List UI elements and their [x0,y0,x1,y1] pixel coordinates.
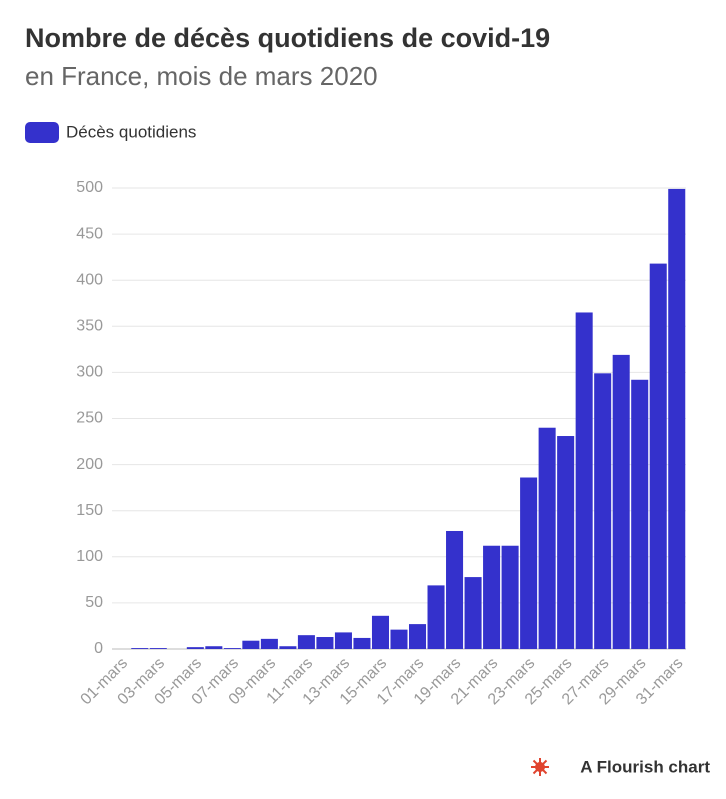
bar [371,615,390,649]
bar [316,637,334,649]
bar [408,624,427,649]
footer: A Flourish chart [580,757,710,776]
bar [297,635,315,649]
bar [427,585,445,649]
flourish-logo [531,758,549,776]
bar [390,629,408,649]
bar [594,373,612,649]
bar [353,637,371,649]
legend-swatch [25,122,59,143]
chart-subtitle: en France, mois de mars 2020 [25,61,378,91]
bar [223,648,241,649]
bar [483,545,501,649]
bar [279,646,297,649]
y-tick-label: 150 [76,502,103,519]
bar [520,477,538,649]
y-tick-label: 100 [76,548,103,565]
y-tick-label: 50 [85,594,103,611]
bar [557,436,575,649]
bar [205,646,223,649]
bar [131,648,149,649]
bar [501,545,519,649]
chart-title: Nombre de décès quotidiens de covid-19 [25,23,550,53]
bar [446,530,464,649]
y-tick-label: 500 [76,179,103,196]
bar [668,188,686,649]
y-tick-label: 400 [76,271,103,288]
bar [260,638,278,649]
bar [186,647,204,649]
bar [631,379,649,649]
bar [149,648,167,649]
bar [612,354,630,649]
bar [334,632,352,649]
y-tick-label: 300 [76,364,103,381]
y-tick-label: 250 [76,410,103,427]
bar [575,312,593,649]
legend-label: Décès quotidiens [66,122,196,141]
y-tick-label: 450 [76,225,103,242]
y-tick-label: 350 [76,318,103,335]
y-tick-label: 200 [76,456,103,473]
bar [242,640,260,649]
bar [649,263,667,649]
y-tick-label: 0 [94,640,103,657]
bar [464,577,482,649]
bar [538,427,556,649]
